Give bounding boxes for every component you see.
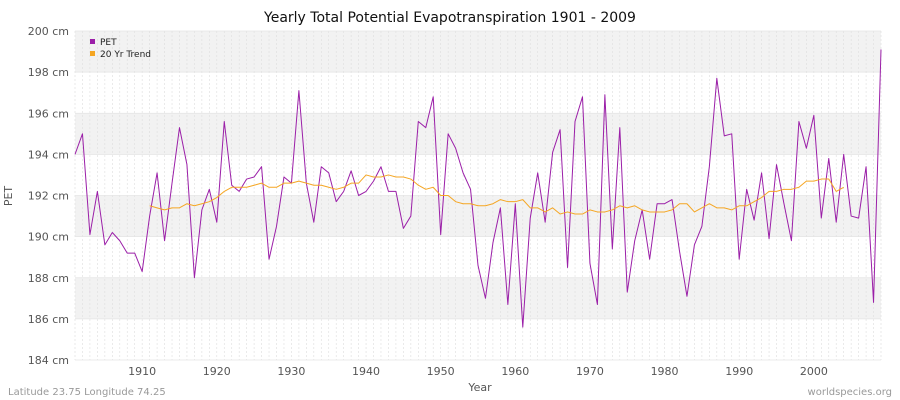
legend: PET 20 Yr Trend (90, 38, 151, 60)
y-tick-label: 188 cm (28, 272, 69, 285)
chart-title: Yearly Total Potential Evapotranspiratio… (263, 10, 636, 26)
legend-swatch-trend (90, 51, 95, 56)
y-axis-label: PET (2, 186, 15, 207)
legend-label-pet: PET (100, 38, 117, 48)
footer-source: worldspecies.org (808, 387, 892, 398)
x-tick-label: 1940 (352, 365, 380, 378)
footer-coordinates: Latitude 23.75 Longitude 74.25 (8, 387, 166, 398)
x-tick-label: 1930 (277, 365, 305, 378)
x-axis-label: Year (467, 381, 492, 394)
x-tick-label: 1990 (725, 365, 753, 378)
legend-label-trend: 20 Yr Trend (100, 50, 151, 60)
x-axis-ticks: 1910 1920 1930 1940 1950 1960 1970 1980 1990 2000 (128, 365, 828, 378)
x-tick-label: 1920 (203, 365, 231, 378)
y-axis-ticks: 184 cm 186 cm 188 cm 190 cm 192 cm 194 cm 196 … (28, 25, 69, 367)
y-tick-label: 186 cm (28, 313, 69, 326)
x-tick-label: 2000 (800, 365, 828, 378)
x-tick-label: 1950 (427, 365, 455, 378)
legend-swatch-pet (90, 39, 95, 44)
x-tick-label: 1910 (128, 365, 156, 378)
y-tick-label: 194 cm (28, 148, 69, 161)
y-tick-label: 190 cm (28, 231, 69, 244)
y-tick-label: 184 cm (28, 354, 69, 367)
x-tick-label: 1980 (651, 365, 679, 378)
y-tick-label: 192 cm (28, 190, 69, 203)
series-group (74, 49, 882, 328)
y-tick-label: 196 cm (28, 107, 69, 120)
trend-series-line (149, 174, 844, 215)
y-tick-label: 198 cm (28, 66, 69, 79)
x-tick-label: 1970 (576, 365, 604, 378)
y-tick-label: 200 cm (28, 25, 69, 38)
pet-series-line (74, 49, 882, 328)
x-tick-label: 1960 (501, 365, 529, 378)
grid-lines (74, 30, 882, 361)
